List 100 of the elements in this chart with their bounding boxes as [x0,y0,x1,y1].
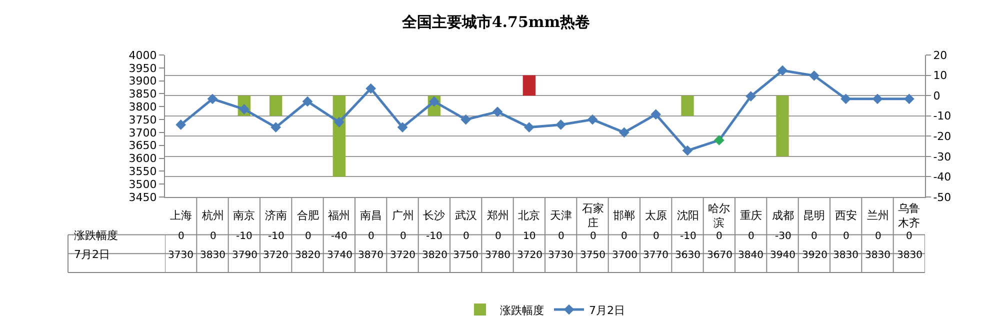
data-label: -10 [426,231,442,242]
y2-tick-label: -30 [933,150,952,164]
data-label: 3820 [295,250,320,261]
point [397,122,408,132]
data-label: 0 [811,231,818,242]
y2-tick-label: -10 [933,110,952,123]
legend-label: 涨跌幅度 [500,304,544,317]
point [460,114,472,125]
y2-tick-label: 0 [933,89,940,102]
legend-label: 7月2日 [589,304,625,317]
point [270,122,282,132]
data-label: 3830 [897,250,922,261]
data-label: 3730 [548,250,574,261]
y-tick-label: 3700 [128,126,157,140]
data-label: 3750 [453,250,478,261]
data-label: 3750 [580,250,606,261]
data-label: 3840 [738,250,764,261]
data-label: 3720 [390,250,416,261]
data-label: 0 [906,231,912,242]
y-tick-label: 3850 [128,88,157,101]
x-tick-label: 乌鲁木齐 [898,202,920,230]
data-label: 0 [653,231,660,242]
y-tick-label: 3650 [128,139,157,152]
data-label: 3720 [517,250,542,261]
x-tick-label: 昆明 [803,209,825,222]
data-label: 0 [368,231,374,242]
x-tick-label: 成都 [772,209,794,222]
x-tick-label: 武汉 [455,209,477,222]
data-label: -10 [236,231,252,242]
x-tick-label: 济南 [265,209,287,222]
data-label: 3830 [833,250,858,261]
x-tick-label: 长沙 [423,209,445,222]
point [207,94,218,104]
data-label: 3720 [263,250,288,261]
point [746,91,756,102]
data-label: 0 [463,231,470,242]
x-tick-label: 杭州 [201,209,224,222]
x-tick-label: 兰州 [867,209,889,222]
x-tick-label: 重庆 [740,209,762,222]
data-label: 0 [875,231,882,242]
data-label: 0 [621,231,628,242]
data-label: 3830 [200,250,226,261]
y-tick-label: 4000 [128,48,157,62]
point [556,120,566,130]
data-label: -30 [775,231,792,242]
data-label: -10 [680,231,696,242]
y-tick-label: 3600 [128,152,157,166]
y2-tick-label: 20 [933,48,948,62]
data-label: 0 [210,231,216,242]
text: 7月2日 [74,248,110,261]
point [302,96,313,107]
data-label: 0 [716,231,722,242]
x-tick-label: 南昌 [360,209,382,222]
data-label: 0 [843,231,850,242]
data-label: 3740 [327,250,352,261]
x-tick-label: 西安 [835,209,857,222]
y-tick-label: 3900 [128,74,157,88]
x-tick-label: 天津 [550,209,572,222]
point [777,65,788,76]
data-label: 3780 [485,250,510,261]
x-tick-label: 南京 [233,209,255,222]
y-tick-label: 3450 [128,190,157,204]
y2-tick-label: -50 [933,190,952,204]
point [492,106,503,117]
x-tick-label: 北京 [518,209,540,222]
text: 涨跌幅度 [74,229,118,242]
x-tick-label: 太原 [645,209,667,222]
y2-tick-label: 10 [933,69,948,82]
data-label: 0 [178,231,184,242]
data-label: 0 [400,231,406,242]
point [650,109,662,120]
data-label: 0 [558,231,564,242]
data-label: 3770 [643,250,668,261]
x-tick-label: 郑州 [487,209,509,222]
chart-title: 全国主要城市4.75mm热卷 [400,13,590,32]
point [714,135,724,146]
y-tick-label: 3950 [128,62,157,75]
x-tick-label: 上海 [170,209,192,222]
x-tick-label: 邯郸 [613,209,635,222]
data-label: 3790 [232,250,258,261]
point [524,122,534,132]
data-label: 3670 [707,250,732,261]
y2-tick-label: -20 [933,130,952,143]
point [904,94,914,104]
point [840,94,852,104]
data-label: 0 [305,231,312,242]
data-label: 3870 [358,250,384,261]
data-label: 0 [590,231,596,242]
data-label: 0 [748,231,754,242]
point [334,116,344,128]
y-tick-label: 3800 [128,100,157,114]
point [366,83,376,94]
point [808,70,820,81]
point [872,94,883,104]
data-label: 10 [523,231,536,242]
x-tick-label: 合肥 [297,209,319,222]
x-tick-label: 沈阳 [677,209,699,222]
x-tick-label: 石家庄 [582,202,604,230]
data-label: 0 [495,231,502,242]
data-label: 3830 [865,250,890,261]
